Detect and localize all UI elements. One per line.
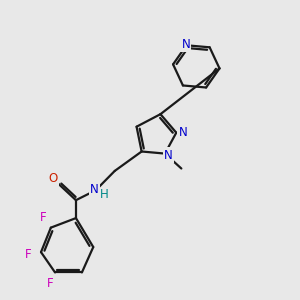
- Text: N: N: [164, 148, 173, 162]
- Text: F: F: [46, 277, 53, 290]
- Text: N: N: [90, 183, 99, 196]
- Text: N: N: [182, 38, 190, 51]
- Text: O: O: [49, 172, 58, 184]
- Text: F: F: [25, 248, 32, 260]
- Text: H: H: [100, 188, 109, 201]
- Text: methyl: methyl: [184, 173, 189, 174]
- Text: N: N: [178, 126, 187, 139]
- Text: F: F: [40, 211, 47, 224]
